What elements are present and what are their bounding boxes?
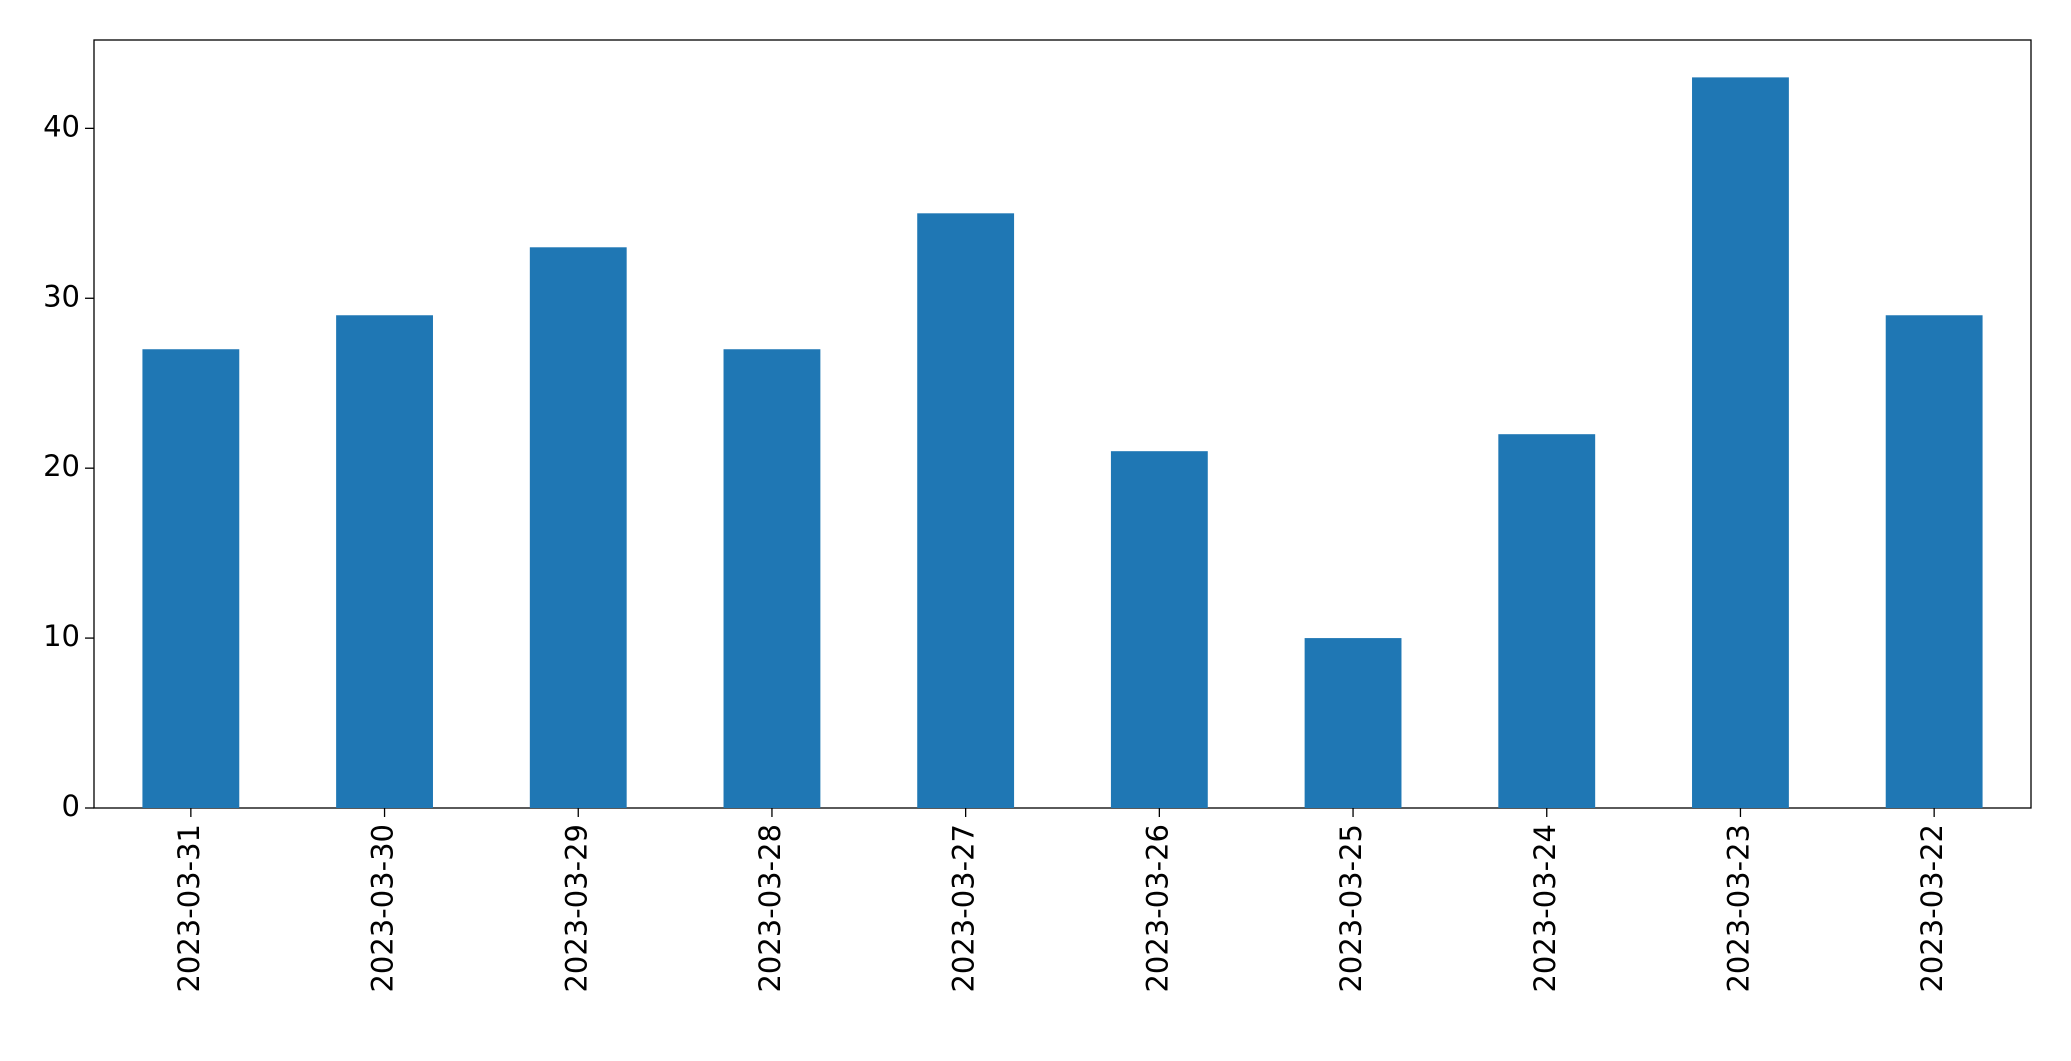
- x-tick-label: 2023-03-31: [172, 824, 206, 993]
- bar: [1692, 77, 1789, 808]
- x-tick-label: 2023-03-22: [1915, 824, 1949, 993]
- x-tick-label: 2023-03-30: [366, 824, 400, 993]
- bar: [142, 349, 240, 808]
- bar: [917, 213, 1015, 808]
- bar: [1498, 434, 1596, 808]
- y-tick-label: 20: [43, 449, 80, 483]
- y-tick-label: 0: [62, 789, 80, 823]
- bar: [529, 247, 627, 808]
- x-tick-label: 2023-03-28: [753, 824, 787, 993]
- bar: [1304, 638, 1402, 808]
- x-tick-label: 2023-03-25: [1334, 824, 1368, 993]
- x-tick-label: 2023-03-23: [1721, 824, 1755, 993]
- bar: [723, 349, 821, 808]
- bar: [1885, 315, 1983, 808]
- plot-frame: [93, 39, 2032, 809]
- y-tick-label: 40: [43, 109, 80, 143]
- bar: [336, 315, 433, 808]
- x-tick-label: 2023-03-29: [559, 824, 593, 993]
- y-tick-label: 30: [43, 279, 80, 313]
- bar: [1110, 451, 1208, 808]
- x-tick-label: 2023-03-26: [1140, 824, 1174, 993]
- x-tick-label: 2023-03-27: [947, 824, 981, 993]
- y-tick-label: 10: [43, 619, 80, 653]
- x-tick-label: 2023-03-24: [1528, 824, 1562, 993]
